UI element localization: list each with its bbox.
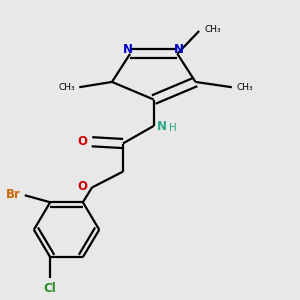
Text: CH₃: CH₃ xyxy=(236,83,253,92)
Text: O: O xyxy=(78,134,88,148)
Text: Br: Br xyxy=(5,188,20,201)
Text: Cl: Cl xyxy=(44,283,57,296)
Text: CH₃: CH₃ xyxy=(205,25,221,34)
Text: O: O xyxy=(78,180,88,193)
Text: N: N xyxy=(158,120,167,133)
Text: H: H xyxy=(169,123,177,133)
Text: CH₃: CH₃ xyxy=(58,83,75,92)
Text: N: N xyxy=(123,43,133,56)
Text: N: N xyxy=(174,43,184,56)
